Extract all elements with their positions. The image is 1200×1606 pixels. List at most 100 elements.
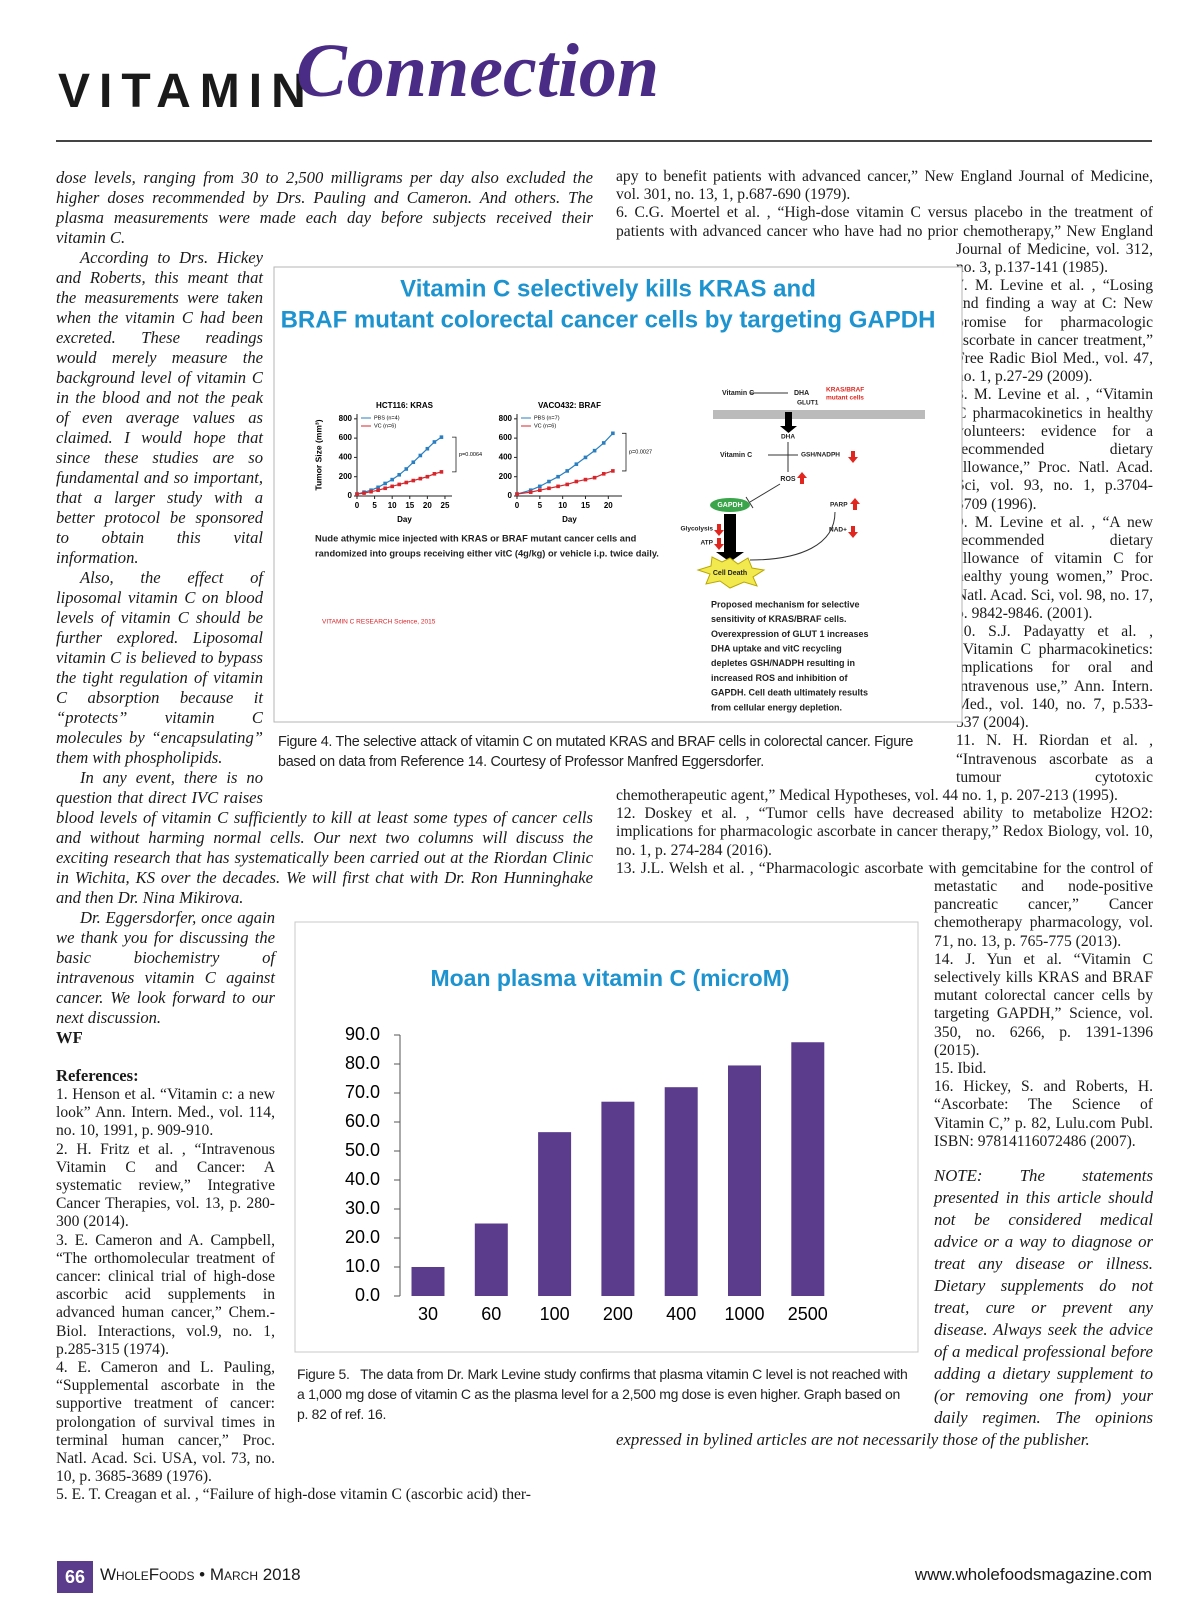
- point: [583, 477, 588, 482]
- mechanism-text: from cellular energy depletion.: [711, 702, 842, 712]
- reference: 7. M. Levine et al. , “Losing and findin…: [956, 277, 1153, 386]
- figure-title: Vitamin C selectively kills KRAS and: [400, 275, 816, 302]
- mechanism-label: mutant cells: [826, 395, 864, 402]
- point: [418, 476, 423, 481]
- bracket: [622, 432, 627, 472]
- point: [611, 431, 615, 436]
- legend-label: PBS (n=4): [374, 415, 400, 421]
- point: [362, 491, 366, 495]
- bar: [601, 1101, 635, 1296]
- point: [425, 446, 430, 451]
- reference: 10. S.J. Padayatty et al. , “Vitamin C p…: [956, 623, 1153, 732]
- chart-title: Moan plasma vitamin C (microM): [430, 965, 789, 991]
- mechanism-label: KRAS/BRAF: [826, 387, 864, 394]
- chart-title: HCT116: KRAS: [376, 401, 434, 410]
- point: [574, 462, 579, 466]
- mechanism-label: GSH/NADPH: [801, 452, 840, 459]
- point: [397, 472, 402, 477]
- legend-label: VC (n=6): [374, 423, 396, 429]
- y-tick-label: 400: [499, 453, 513, 462]
- point: [515, 492, 519, 496]
- point: [376, 485, 380, 490]
- annotation: p=0.0027: [629, 450, 652, 456]
- y-tick-label: 90.0: [345, 1024, 380, 1044]
- mechanism-label: NAD+: [829, 527, 847, 534]
- y-tick-label: 60.0: [345, 1111, 380, 1131]
- mechanism-label: Glycolysis: [680, 526, 713, 533]
- mechanism-label: DHA: [794, 390, 809, 397]
- x-axis-label: Day: [397, 515, 412, 524]
- point: [404, 480, 409, 485]
- paragraph: According to Drs. Hickey and Roberts, th…: [56, 248, 263, 567]
- point: [432, 440, 437, 444]
- study-note: randomized into groups receiving either …: [315, 548, 659, 558]
- reference: 4. E. Cameron and L. Pauling, “Supplemen…: [56, 1359, 275, 1486]
- point: [376, 488, 380, 493]
- y-tick-label: 0.0: [355, 1285, 380, 1305]
- bar: [538, 1132, 572, 1296]
- mechanism-text: Overexpression of GLUT 1 increases: [711, 629, 869, 639]
- issue: WholeFoods • March 2018: [100, 1565, 301, 1584]
- point: [611, 469, 615, 473]
- reference: 15. Ibid.: [934, 1059, 987, 1077]
- mechanism-label: Vitamin C: [722, 390, 754, 397]
- paragraph: In any event, there is no question that …: [56, 768, 593, 907]
- x-tick-label: 20: [423, 501, 432, 510]
- arrow: [724, 514, 736, 554]
- reference: 8. M. Levine et al. , “Vitamin C pharmac…: [956, 386, 1153, 513]
- reference-list: 1. Henson et al. “Vitamin c: a new look”…: [56, 1086, 593, 1505]
- y-tick-label: 50.0: [345, 1140, 380, 1160]
- header-word: VITAMIN: [58, 65, 315, 118]
- y-tick-label: 800: [499, 414, 513, 423]
- right-column: apy to benefit patients with advanced ca…: [616, 168, 1153, 1528]
- mechanism-label: DHA: [781, 434, 795, 441]
- legend-label: PBS (n=7): [534, 415, 560, 421]
- mechanism-label: ATP: [700, 540, 713, 547]
- inhibition: [745, 496, 754, 509]
- point: [369, 489, 373, 494]
- y-tick-label: 200: [339, 472, 353, 481]
- point: [383, 481, 387, 486]
- reference: 9. M. Levine et al. , “A new recommended…: [956, 513, 1153, 622]
- y-tick-label: 70.0: [345, 1082, 380, 1102]
- x-tick-label: 60: [481, 1304, 501, 1324]
- chart-title: VACO432: BRAF: [538, 401, 601, 410]
- reference: 16. Hickey, S. and Roberts, H. “Ascorbat…: [934, 1078, 1153, 1150]
- paragraph: Dr. Eggersdorfer, once again we thank yo…: [56, 908, 275, 1027]
- url: www.wholefoodsmagazine.com: [914, 1565, 1152, 1584]
- reference-list: apy to benefit patients with advanced ca…: [616, 168, 1153, 1151]
- bar: [728, 1065, 761, 1296]
- x-tick-label: 1000: [724, 1304, 764, 1324]
- figure5-caption: Figure 5. The data from Dr. Mark Levine …: [297, 1366, 912, 1422]
- point: [547, 486, 551, 491]
- mechanism-label: ROS: [780, 476, 796, 483]
- x-tick-label: 5: [538, 501, 543, 510]
- point: [404, 467, 409, 471]
- arrow: [780, 426, 797, 433]
- y-tick-label: 600: [339, 433, 353, 442]
- point: [439, 435, 444, 439]
- y-tick-label: 20.0: [345, 1227, 380, 1247]
- mechanism-label: PARP: [830, 502, 848, 509]
- point: [432, 472, 437, 476]
- paragraph: dose levels, ranging from 30 to 2,500 mi…: [56, 168, 593, 247]
- point: [418, 453, 423, 458]
- arrow: [785, 412, 792, 426]
- point: [601, 441, 606, 445]
- y-axis-label: Tumor Size (mm³): [313, 419, 323, 490]
- y-tick-label: 10.0: [345, 1256, 380, 1276]
- y-tick-label: 400: [339, 453, 353, 462]
- point: [538, 488, 542, 493]
- bar: [664, 1087, 698, 1296]
- mechanism-shapes: [696, 392, 925, 589]
- x-tick-label: 0: [355, 501, 360, 510]
- y-tick-label: 800: [339, 414, 353, 423]
- point: [574, 479, 579, 484]
- bar: [411, 1267, 445, 1296]
- y-tick-label: 80.0: [345, 1053, 380, 1073]
- y-tick-label: 40.0: [345, 1169, 380, 1189]
- point: [397, 482, 402, 487]
- x-tick-label: 20: [604, 501, 613, 510]
